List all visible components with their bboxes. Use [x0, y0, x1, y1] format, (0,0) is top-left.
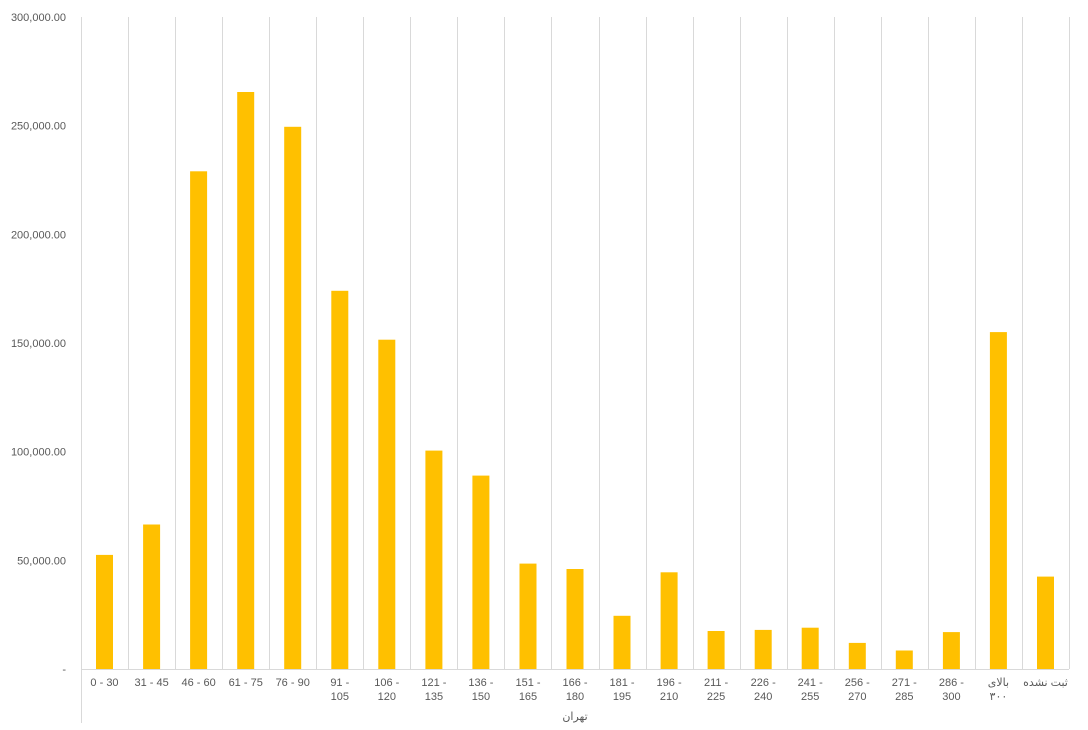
category-group-label: تهران — [562, 711, 587, 723]
bar-1 — [143, 524, 161, 669]
x-tick-label: ثبت نشده — [1023, 677, 1068, 689]
x-tick-label: 46 - 60 — [181, 677, 215, 689]
x-tick-label: 76 - 90 — [276, 677, 310, 689]
bar-5 — [331, 290, 349, 669]
x-tick-label: 286 -300 — [939, 677, 964, 703]
x-tick-label: 136 -150 — [468, 677, 493, 703]
y-tick-label: 100,000.00 — [11, 447, 66, 459]
bar-6 — [378, 339, 396, 669]
bar-16 — [848, 642, 866, 669]
bar-13 — [707, 631, 725, 669]
bar-8 — [472, 475, 490, 669]
y-tick-label: 300,000.00 — [11, 12, 66, 24]
x-tick-label: 151 -165 — [515, 677, 540, 703]
x-tick-label: 106 -120 — [374, 677, 399, 703]
y-tick-label: 250,000.00 — [11, 121, 66, 133]
bar-11 — [613, 615, 631, 669]
bar-7 — [425, 450, 443, 669]
bar-3 — [237, 92, 255, 669]
x-tick-label: 121 -135 — [421, 677, 446, 703]
y-tick-label: - — [62, 664, 66, 676]
bar-15 — [801, 627, 819, 669]
bar-19 — [989, 332, 1007, 669]
y-tick-label: 50,000.00 — [17, 555, 66, 567]
bar-2 — [190, 171, 208, 670]
x-tick-label: 241 -255 — [798, 677, 823, 703]
gridlines — [81, 17, 1070, 723]
x-tick-label: 271 -285 — [892, 677, 917, 703]
x-tick-label: 61 - 75 — [229, 677, 263, 689]
bar-0 — [96, 554, 113, 669]
bar-14 — [754, 629, 772, 669]
x-tick-label: 91 -105 — [330, 677, 349, 703]
bar-9 — [519, 563, 537, 669]
x-tick-label: 0 - 30 — [90, 677, 118, 689]
bar-4 — [284, 126, 302, 670]
bar-17 — [895, 650, 913, 669]
x-tick-label: 166 -180 — [562, 677, 587, 703]
bars — [96, 92, 1054, 670]
bar-12 — [660, 572, 678, 669]
x-axis-tick-labels: 0 - 30 31 - 45 46 - 60 61 - 75 76 - 90 91 -10… — [90, 677, 1067, 703]
x-tick-label: 181 -195 — [609, 677, 634, 703]
x-tick-label: 211 -225 — [704, 677, 729, 703]
y-tick-label: 150,000.00 — [11, 338, 66, 350]
x-tick-label: 256 -270 — [845, 677, 870, 703]
bar-10 — [566, 569, 584, 669]
x-tick-label: 31 - 45 — [134, 677, 168, 689]
y-axis-tick-labels: - 50,000.00 100,000.00 150,000.00 200,000.00… — [11, 12, 66, 676]
x-tick-label: 226 -240 — [751, 677, 776, 703]
x-tick-label: بالای ۳۰۰ — [988, 677, 1009, 703]
bar-20 — [1037, 576, 1054, 669]
x-tick-label: 196 -210 — [657, 677, 682, 703]
bar-18 — [942, 632, 960, 669]
y-tick-label: 200,000.00 — [11, 229, 66, 241]
